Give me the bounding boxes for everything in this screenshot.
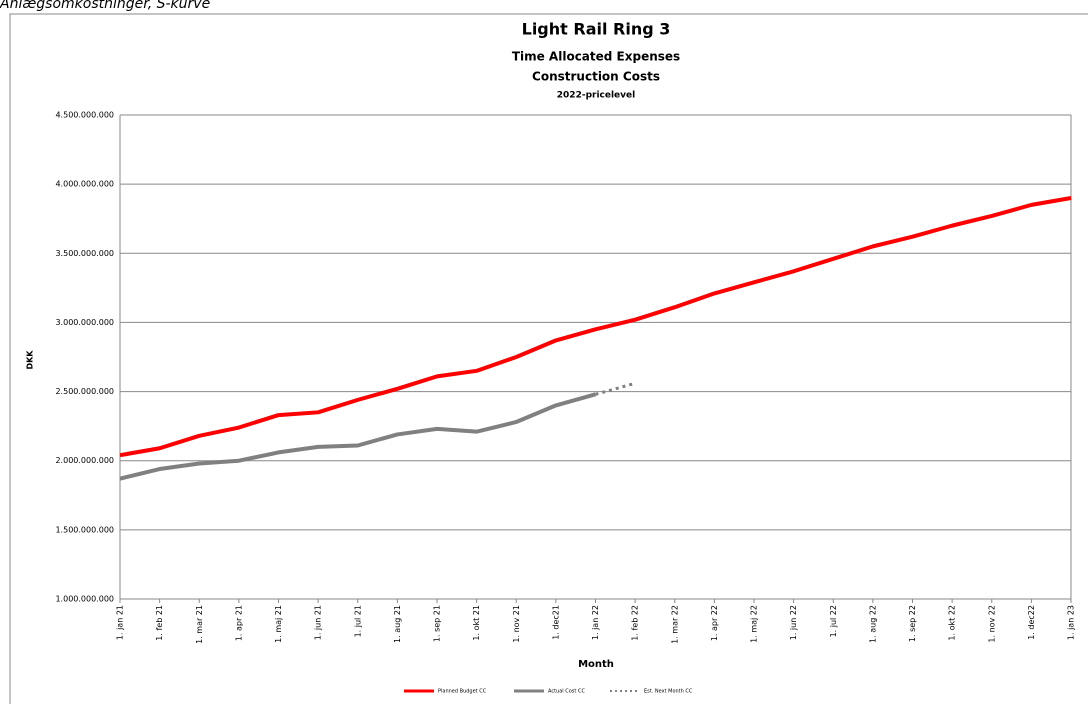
legend-label: Est. Next Month CC [644, 689, 693, 695]
chart-title: Light Rail Ring 3 [522, 20, 671, 39]
x-tick-label: 1. apr 22 [710, 605, 719, 641]
heading: Anlægsomkostninger, S-kurve [0, 0, 210, 12]
legend-label: Actual Cost CC [548, 689, 585, 695]
x-tick-label: 1. nov 21 [512, 605, 521, 643]
y-tick-label: 4.000.000.000 [55, 180, 114, 189]
y-tick-label: 2.500.000.000 [55, 387, 114, 396]
x-tick-label: 1. sep 22 [908, 605, 917, 642]
y-tick-label: 2.000.000.000 [55, 456, 114, 465]
y-tick-label: 4.500.000.000 [55, 111, 114, 120]
x-tick-label: 1. apr 21 [234, 605, 243, 641]
x-tick-label: 1. aug 22 [868, 605, 877, 643]
x-tick-label: 1. maj 21 [274, 605, 283, 643]
x-axis-label: Month [578, 659, 614, 670]
y-tick-label: 3.000.000.000 [55, 318, 114, 327]
x-tick-label: 1. jan 23 [1067, 605, 1076, 640]
chart-frame [9, 13, 1088, 704]
x-tick-label: 1. okt 22 [948, 605, 957, 641]
x-tick-label: 1. jun 21 [314, 605, 323, 640]
x-tick-label: 1. aug 21 [393, 605, 402, 643]
x-tick-label: 1. dec22 [1027, 605, 1036, 640]
series-line [119, 392, 597, 481]
x-tick-label: 1. feb 22 [631, 605, 640, 641]
y-axis-label: DKK [26, 350, 35, 370]
x-tick-label: 1. jan 22 [591, 605, 600, 640]
x-tick-label: 1. jul 21 [353, 605, 362, 637]
legend-label: Planned Budget CC [438, 689, 487, 695]
x-tick-label: 1. jun 22 [789, 605, 798, 640]
y-tick-label: 1.000.000.000 [55, 595, 114, 604]
subtitle: Construction Costs [532, 70, 660, 84]
x-tick-label: 1. dec21 [551, 605, 560, 640]
subtitle: Time Allocated Expenses [512, 50, 680, 64]
x-tick-label: 1. okt 21 [472, 605, 481, 641]
y-tick-label: 1.500.000.000 [55, 525, 114, 534]
x-tick-label: 1. feb 21 [155, 605, 164, 641]
y-tick-label: 3.500.000.000 [55, 249, 114, 258]
x-tick-label: 1. sep 21 [433, 605, 442, 642]
x-tick-label: 1. jan 21 [116, 605, 125, 640]
x-tick-label: 1. mar 21 [195, 605, 204, 644]
x-tick-label: 1. jul 22 [829, 605, 838, 637]
subtitle: 2022-pricelevel [557, 91, 635, 101]
x-tick-label: 1. mar 22 [670, 605, 679, 644]
series-line [119, 196, 1072, 458]
x-tick-label: 1. maj 22 [750, 605, 759, 643]
x-tick-label: 1. nov 22 [987, 605, 996, 643]
